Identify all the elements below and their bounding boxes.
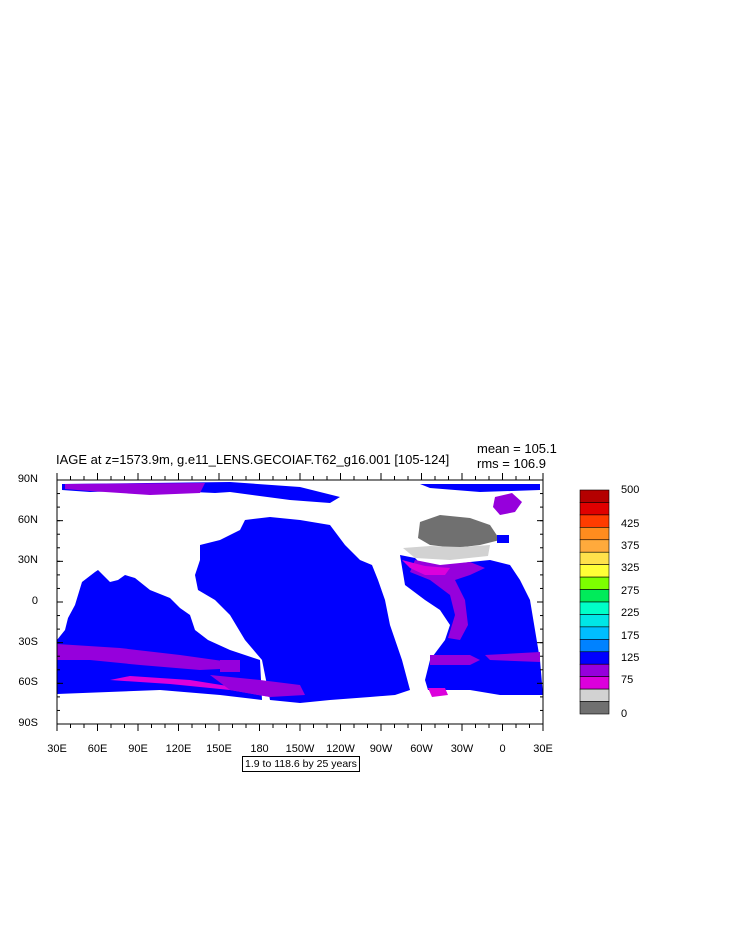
ocean-atlantic-magenta <box>402 560 450 575</box>
colorbar-label: 225 <box>621 607 640 620</box>
lon-label: 60W <box>410 743 433 755</box>
colorbar-label: 275 <box>621 584 640 597</box>
lat-label: 0 <box>31 595 38 607</box>
colorbar-swatch <box>579 688 610 702</box>
lon-label: 90E <box>128 743 148 755</box>
ocean-arctic-east <box>420 484 540 492</box>
lon-label: 30E <box>533 743 553 755</box>
colorbar-label: 500 <box>621 484 640 496</box>
colorbar-label: 0 <box>621 708 628 720</box>
colorbar-label: 325 <box>621 562 640 575</box>
ocean-labrador-dark <box>418 515 500 548</box>
colorbar-swatch <box>579 527 610 541</box>
lon-label: 60E <box>87 743 108 755</box>
colorbar-swatch <box>579 502 610 516</box>
lat-label: 90N <box>17 473 38 485</box>
axis-ticks <box>56 473 544 731</box>
colorbar-swatch <box>579 626 610 640</box>
colorbar-swatch <box>579 663 610 677</box>
colorbar-swatch <box>579 601 610 615</box>
ocean-pacific <box>195 517 410 703</box>
ocean-southern-magenta <box>110 676 280 697</box>
colorbar <box>579 489 610 715</box>
ocean-arctic-purple <box>65 483 205 495</box>
map-field <box>57 480 543 724</box>
colorbar-swatch <box>579 576 610 590</box>
colorbar-swatch <box>579 551 610 565</box>
colorbar-swatch <box>579 489 610 503</box>
ocean-drake-magenta <box>428 688 448 697</box>
colorbar-swatch <box>579 701 610 715</box>
colorbar-swatch <box>579 589 610 603</box>
lat-label: 60S <box>18 676 38 689</box>
colorbar-swatch <box>579 676 610 690</box>
lon-label: 150W <box>285 743 315 755</box>
ocean-atlantic-purple <box>410 560 485 640</box>
ocean-southern-purple-west <box>57 644 240 670</box>
ocean-southern-atl-purple2 <box>485 652 540 662</box>
lon-label: 90W <box>369 743 393 755</box>
colorbar-swatch <box>579 651 610 665</box>
lon-label: 30E <box>47 743 67 755</box>
lon-label: 150E <box>206 743 232 755</box>
lon-label: 120W <box>326 743 355 755</box>
colorbar-swatch <box>579 539 610 553</box>
colorbar-swatch <box>579 639 610 653</box>
colorbar-label: 425 <box>621 517 640 530</box>
rms-stat: rms = 106.9 <box>477 456 547 471</box>
ocean-labrador-light <box>403 545 490 560</box>
lon-label: 180 <box>250 743 269 755</box>
lat-label: 30S <box>18 635 38 648</box>
lat-label: 90S <box>18 717 38 729</box>
lat-label: 30N <box>17 554 38 567</box>
colorbar-swatch <box>579 614 610 628</box>
colorbar-label: 175 <box>621 629 640 642</box>
colorbar-label: 375 <box>621 540 640 552</box>
contour-info-box: 1.9 to 118.6 by 25 years <box>242 756 360 772</box>
colorbar-swatch <box>579 514 610 528</box>
mean-stat: mean = 105.1 <box>477 441 557 456</box>
ocean-southern-purple-east <box>210 675 305 697</box>
lon-label: 120E <box>165 743 192 755</box>
colorbar-label: 75 <box>621 674 634 687</box>
ocean-nordic <box>493 493 522 515</box>
ocean-southern-atl-purple <box>430 655 480 665</box>
plot-title: IAGE at z=1573.9m, g.e11_LENS.GECOIAF.T6… <box>56 452 450 467</box>
lat-label: 60N <box>17 513 38 526</box>
lon-label: 30W <box>450 743 474 755</box>
colorbar-label: 125 <box>621 652 640 664</box>
colorbar-swatch <box>579 564 610 578</box>
lon-label: 0 <box>499 743 506 755</box>
